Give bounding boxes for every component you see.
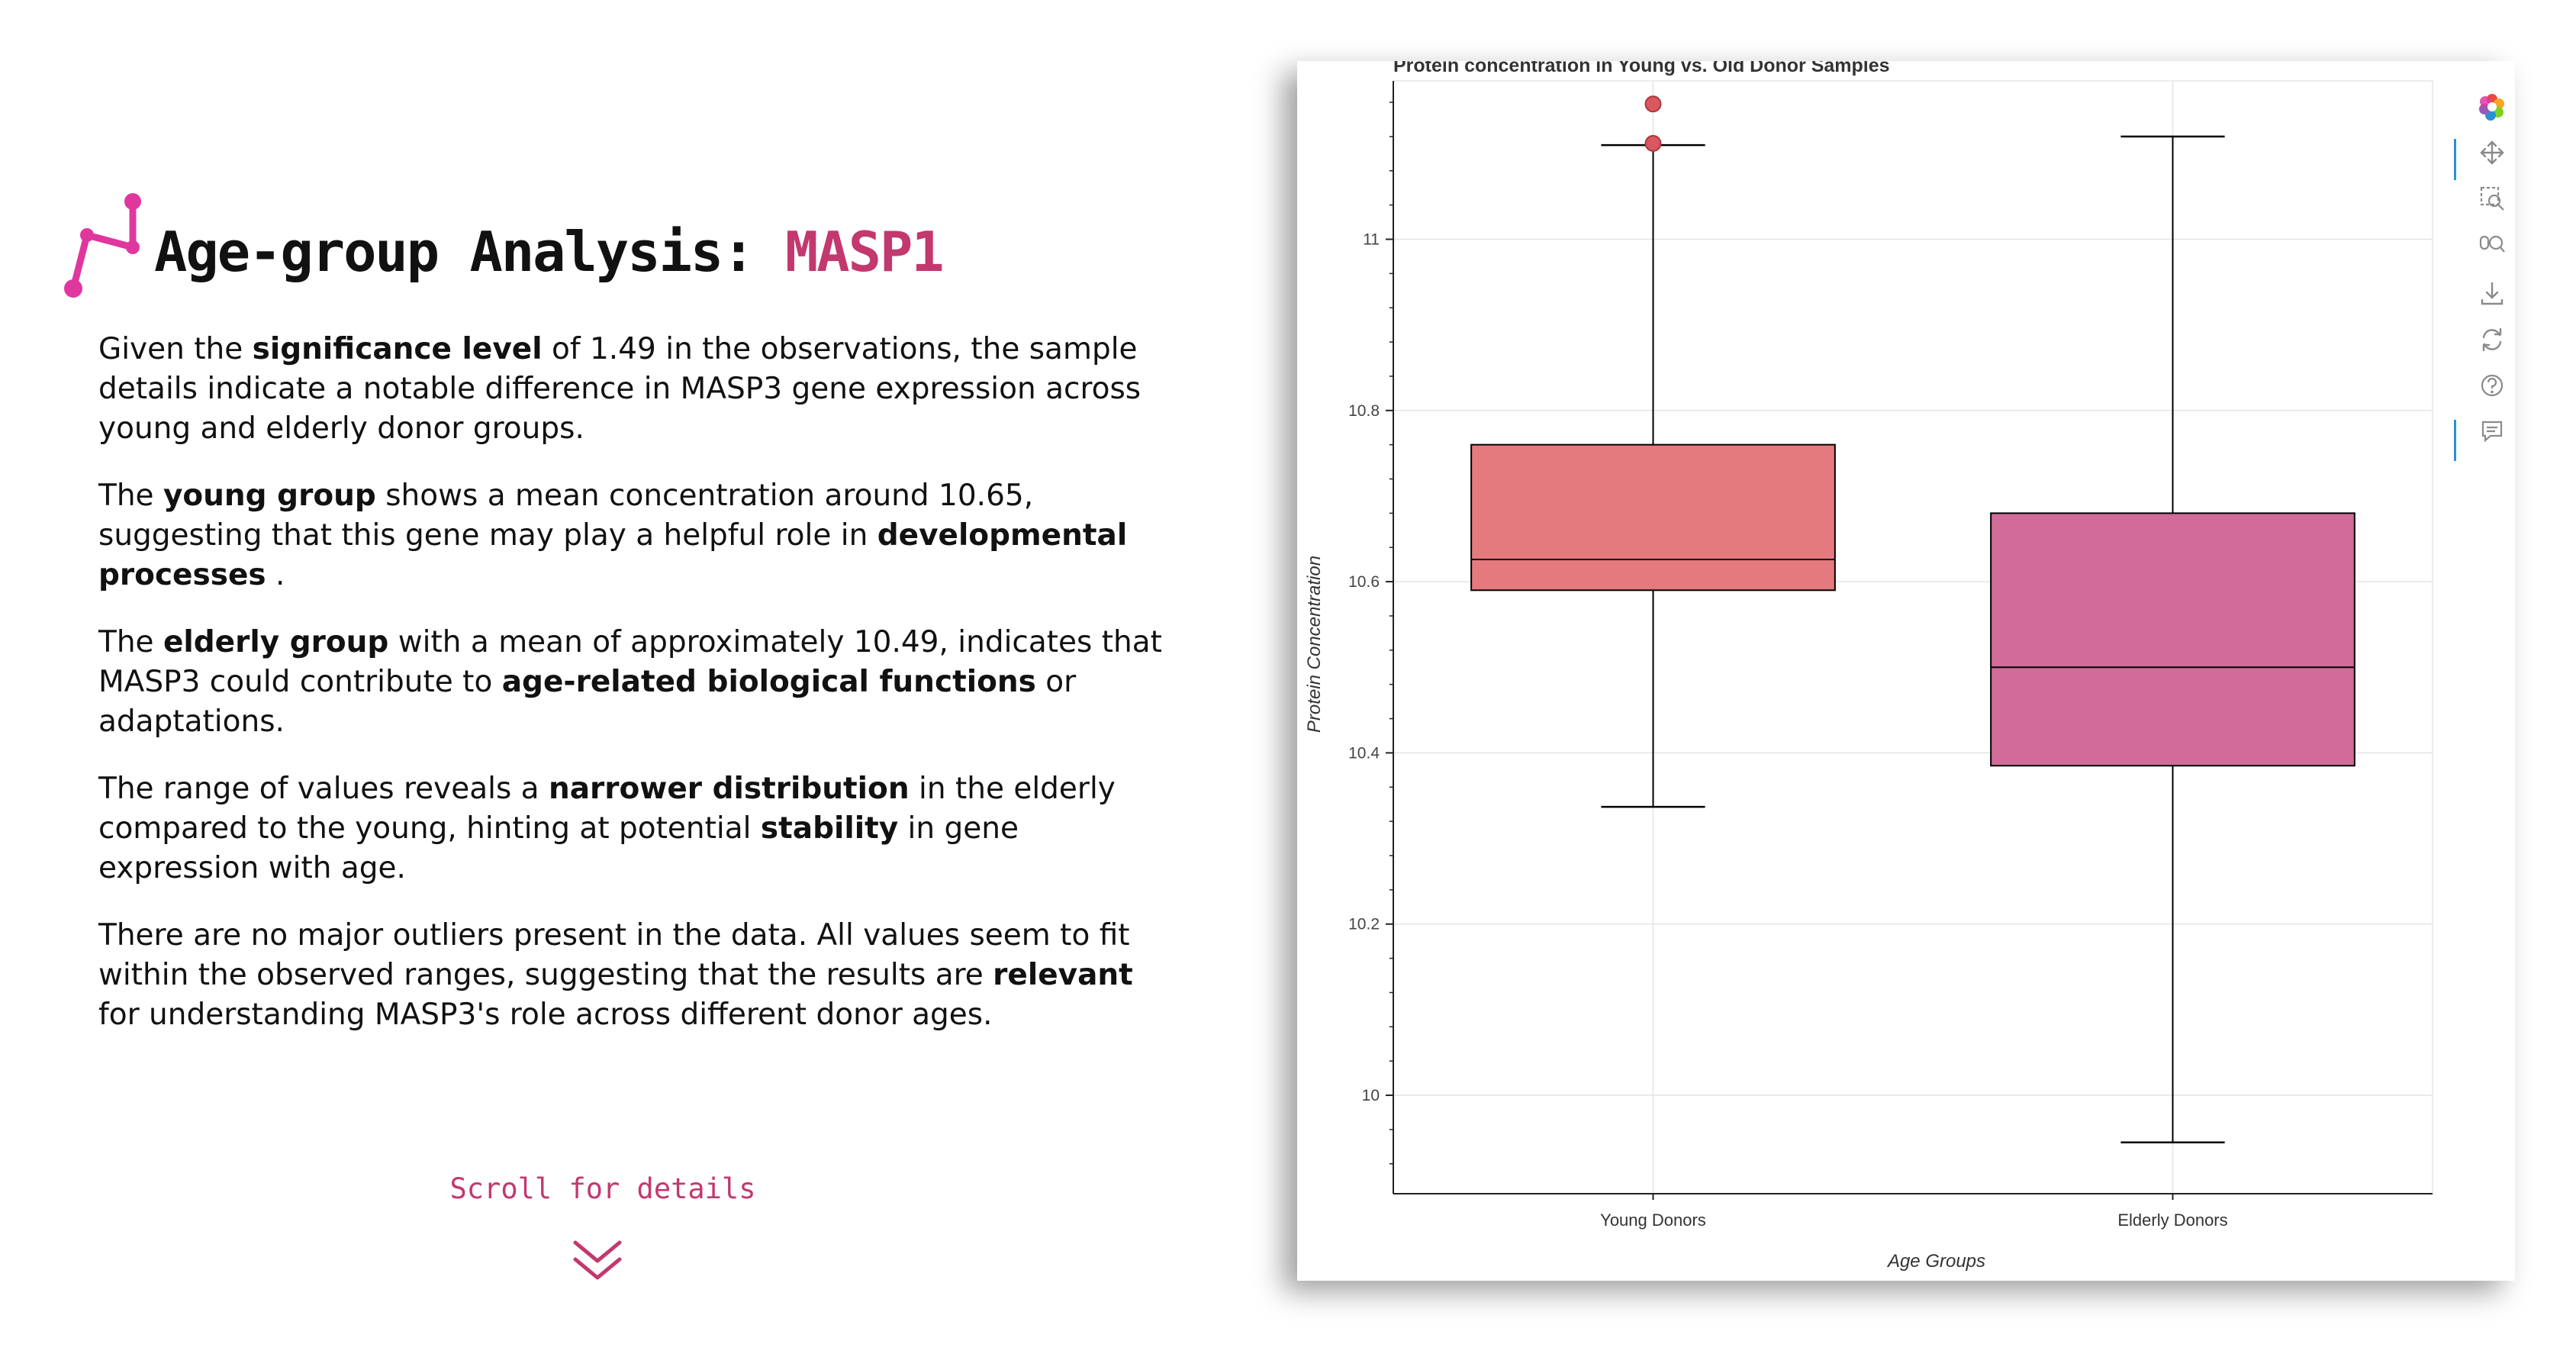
- y-axis-label: Protein Concentration: [1304, 556, 1325, 733]
- box-elderly-donors: [1990, 135, 2355, 1143]
- iqr-box: [1990, 512, 2355, 767]
- y-tick-label: 10: [1362, 1087, 1380, 1104]
- y-tick-label: 10.6: [1348, 573, 1380, 591]
- page-title-prefix: Age-group Analysis:: [154, 220, 785, 284]
- save-icon[interactable]: [2477, 279, 2507, 309]
- chart-toolbar: [2454, 84, 2515, 511]
- paragraph-distribution: The range of values reveals a narrower d…: [98, 772, 1116, 885]
- chevron-down-icon[interactable]: [571, 1236, 624, 1284]
- y-tick-label: 10.8: [1348, 402, 1380, 420]
- paragraph-significance: Given the significance level of 1.49 in …: [98, 332, 1141, 446]
- app-logo-icon: [64, 193, 141, 298]
- y-tick-label: 10.2: [1348, 916, 1380, 933]
- help-icon[interactable]: [2477, 370, 2507, 401]
- analysis-text: Given the significance level of 1.49 in …: [98, 330, 1167, 1062]
- iqr-box: [1470, 443, 1836, 592]
- box-young-donors: [1470, 95, 1836, 808]
- box-zoom-icon[interactable]: [2477, 183, 2507, 214]
- paragraph-young-group: The young group shows a mean concentrati…: [98, 479, 1128, 592]
- x-axis-label: Age Groups: [1886, 1251, 1985, 1272]
- y-tick-label: 11: [1363, 231, 1380, 248]
- reset-icon[interactable]: [2477, 324, 2507, 355]
- chart-card: Protein concentration in Young vs. Old D…: [1297, 61, 2515, 1281]
- chart-title: Protein concentration in Young vs. Old D…: [1393, 61, 1890, 76]
- paragraph-elderly-group: The elderly group with a mean of approxi…: [98, 625, 1162, 739]
- outlier-point: [1644, 134, 1662, 152]
- x-tick-label: Young Donors: [1600, 1211, 1706, 1230]
- page-title: Age-group Analysis: MASP1: [154, 220, 945, 284]
- scroll-for-details-link[interactable]: Scroll for details: [449, 1172, 756, 1205]
- y-tick-label: 10.4: [1348, 744, 1380, 762]
- boxplot-chart: Protein concentration in Young vs. Old D…: [1304, 61, 2433, 1272]
- bokeh-logo-icon[interactable]: [2477, 92, 2507, 122]
- hover-icon[interactable]: [2477, 416, 2507, 446]
- paragraph-outliers: There are no major outliers present in t…: [98, 918, 1133, 1032]
- gene-name: MASP1: [784, 220, 945, 284]
- x-tick-label: Elderly Donors: [2117, 1211, 2227, 1230]
- outlier-point: [1644, 95, 1662, 113]
- wheel-zoom-icon[interactable]: [2477, 229, 2507, 260]
- pan-icon[interactable]: [2477, 137, 2507, 168]
